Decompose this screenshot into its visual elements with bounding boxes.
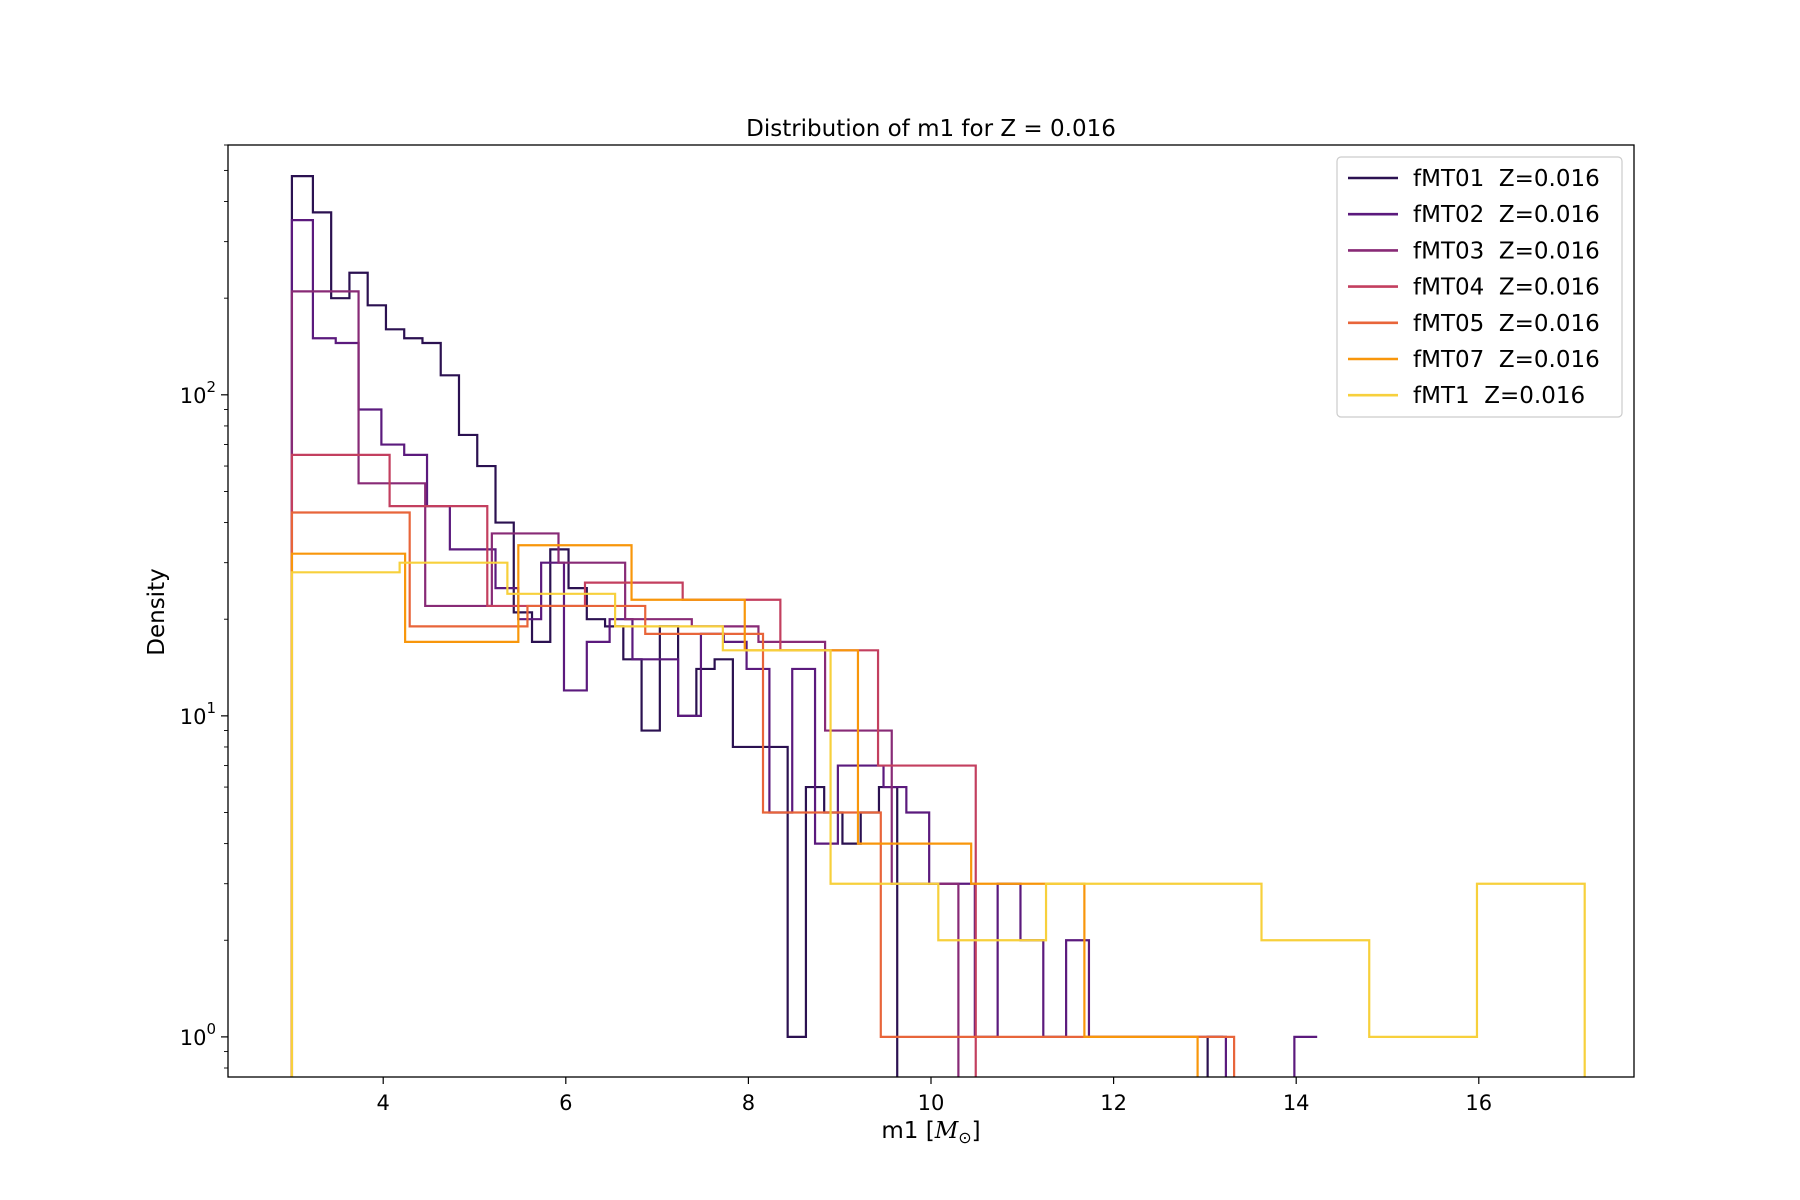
- histogram-series-7: [290, 561, 1586, 1077]
- legend-items: fMT01 Z=0.016 fMT02 Z=0.016 fMT03 Z=0.016 f…: [1348, 166, 1600, 409]
- y-tick-label: 101: [180, 699, 216, 729]
- x-tick-label: 12: [1100, 1091, 1127, 1115]
- histogram-series-6: [290, 544, 1199, 1077]
- y-axis-label: Density: [144, 568, 170, 655]
- legend-label: fMT07 Z=0.016: [1413, 347, 1600, 373]
- legend-label: fMT03 Z=0.016: [1413, 238, 1600, 264]
- legend-label: fMT1 Z=0.016: [1413, 383, 1585, 409]
- histogram-series-5: [290, 511, 1236, 1077]
- x-axis-ticks: 4 6 8 10 12 14 16: [377, 1077, 1492, 1115]
- legend-label: fMT04 Z=0.016: [1413, 275, 1600, 301]
- x-tick-label: 4: [377, 1091, 390, 1115]
- histogram-series-4: [290, 453, 977, 1077]
- x-axis-label: m1 [M⊙]: [881, 1118, 980, 1147]
- series-layer: [290, 175, 1586, 1077]
- legend-label: fMT01 Z=0.016: [1413, 166, 1600, 192]
- x-tick-label: 10: [918, 1091, 945, 1115]
- x-tick-label: 6: [559, 1091, 572, 1115]
- y-tick-label: 100: [180, 1020, 216, 1050]
- x-tick-label: 8: [742, 1091, 755, 1115]
- x-axis-label-subscript: ⊙: [958, 1128, 971, 1147]
- legend-label: fMT05 Z=0.016: [1413, 311, 1600, 337]
- legend-frame: [1336, 156, 1623, 418]
- x-tick-label: 16: [1465, 1091, 1492, 1115]
- y-tick-label: 102: [180, 378, 216, 408]
- x-axis-label-text: m1 [: [881, 1118, 934, 1144]
- chart-title: Distribution of m1 for Z = 0.016: [746, 116, 1116, 142]
- legend: fMT01 Z=0.016 fMT02 Z=0.016 fMT03 Z=0.016 f…: [1336, 156, 1623, 418]
- x-axis-label-close: ]: [972, 1118, 981, 1144]
- x-axis-label-math: M: [934, 1118, 960, 1144]
- legend-label: fMT02 Z=0.016: [1413, 202, 1600, 228]
- y-axis-ticks: 100 101 102: [180, 144, 228, 1069]
- x-tick-label: 14: [1283, 1091, 1310, 1115]
